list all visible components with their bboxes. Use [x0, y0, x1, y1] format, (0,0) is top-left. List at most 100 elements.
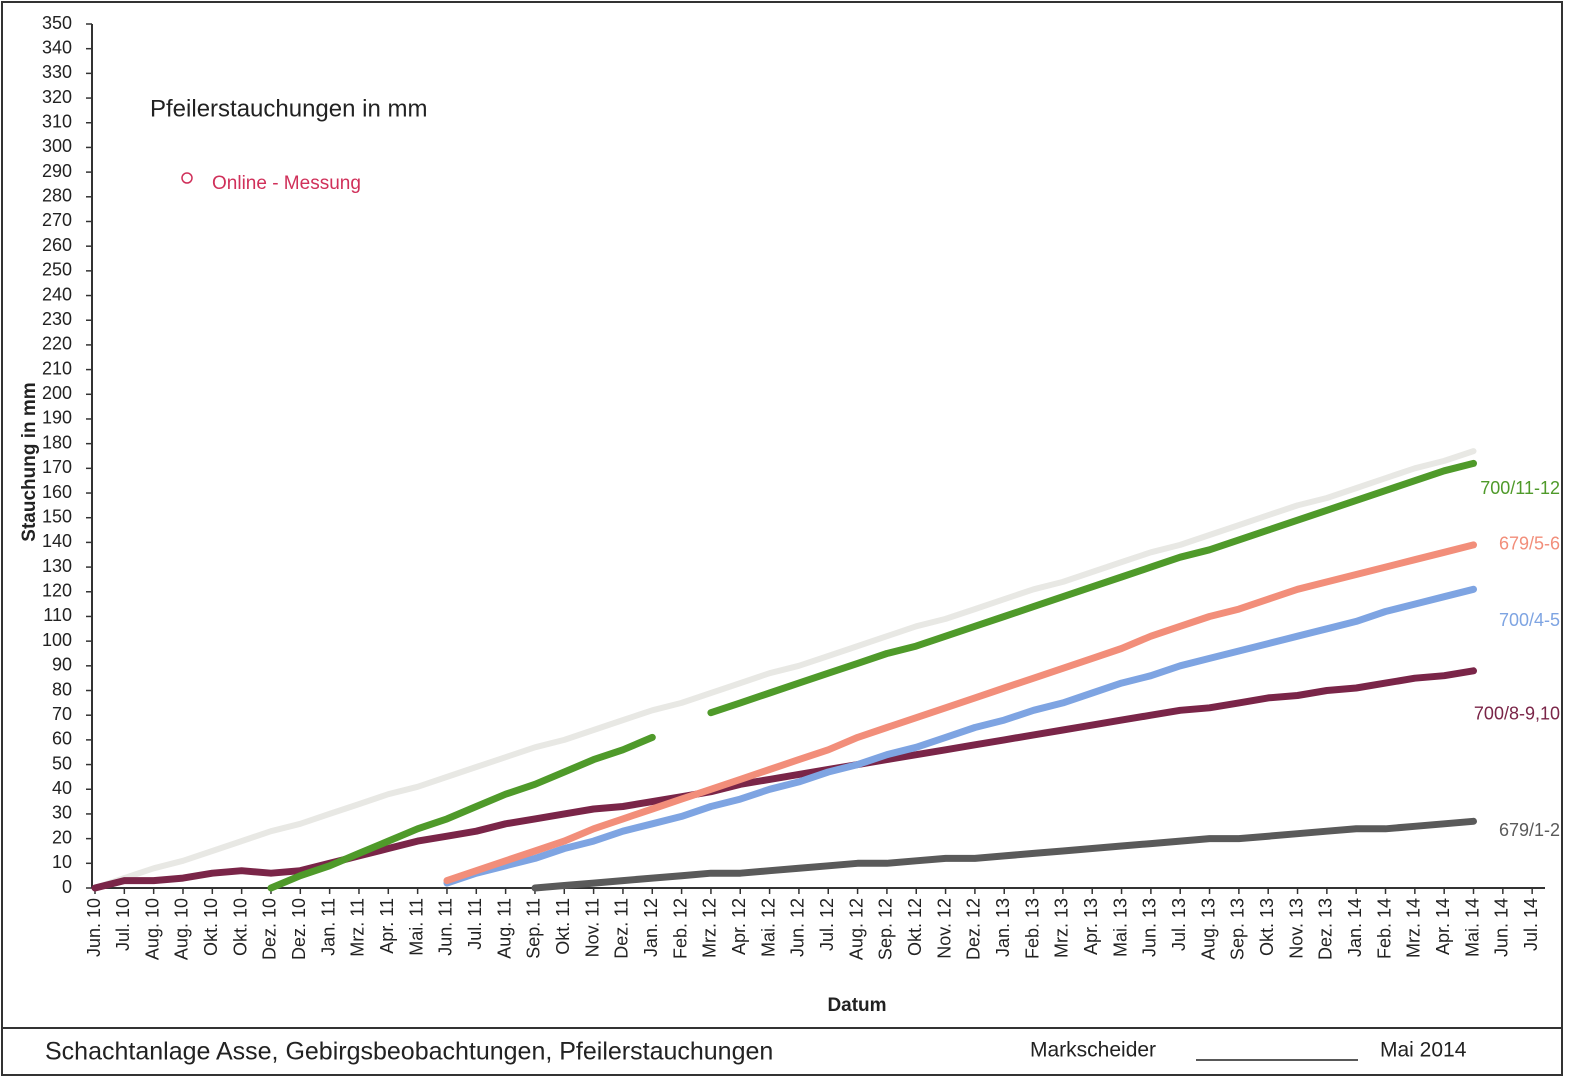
y-tick-label: 260 [42, 235, 72, 255]
y-tick-label: 200 [42, 383, 72, 403]
y-tick-label: 210 [42, 358, 72, 378]
x-tick-label: Nov. 12 [934, 898, 954, 959]
series-line [443, 541, 1477, 885]
x-tick-label: Aug. 10 [142, 898, 162, 960]
x-tick-label: Aug. 10 [172, 898, 192, 960]
y-tick-label: 50 [52, 753, 72, 773]
series-line [92, 448, 1477, 891]
x-tick-label: Jun. 13 [1140, 898, 1160, 957]
y-tick-label: 330 [42, 62, 72, 82]
x-tick-label: Okt. 10 [201, 898, 221, 956]
x-tick-label: Feb. 13 [1022, 898, 1042, 959]
y-tick-label: 0 [62, 877, 72, 897]
series-label: 679/1-2 [1499, 820, 1560, 840]
x-tick-label: Mrz. 12 [700, 898, 720, 958]
y-tick-label: 150 [42, 506, 72, 526]
x-tick-label: Jun. 10 [84, 898, 104, 957]
y-tick-label: 90 [52, 655, 72, 675]
y-tick-label: 190 [42, 408, 72, 428]
y-tick-label: 340 [42, 37, 72, 57]
x-tick-label: Jan. 12 [641, 898, 661, 957]
series-label: 700/4-5 [1499, 610, 1560, 630]
legend-marker [181, 172, 193, 184]
x-tick-label: Aug. 11 [494, 898, 514, 959]
x-tick-label: Feb. 12 [670, 898, 690, 959]
series-line [91, 667, 1477, 892]
x-tick-label: Mai. 14 [1462, 898, 1482, 957]
x-tick-label: Apr. 11 [377, 898, 397, 954]
legend-label: Online - Messung [212, 173, 361, 194]
y-tick-label: 230 [42, 309, 72, 329]
x-tick-label: Aug. 12 [846, 898, 866, 960]
x-tick-label: Apr. 12 [729, 898, 749, 955]
x-tick-label: Aug. 13 [1198, 898, 1218, 960]
series-line [267, 459, 1477, 892]
x-tick-label: Jun. 11 [436, 898, 456, 956]
x-tick-label: Nov. 11 [582, 898, 602, 957]
y-tick-label: 240 [42, 284, 72, 304]
x-tick-label: Mai. 11 [406, 898, 426, 956]
x-tick-label: Mrz. 11 [348, 898, 368, 957]
y-tick-label: 310 [42, 111, 72, 131]
y-tick-label: 180 [42, 432, 72, 452]
x-tick-label: Dez. 11 [612, 898, 632, 959]
x-tick-label: Okt. 13 [1257, 898, 1277, 956]
y-tick-label: 70 [52, 704, 72, 724]
series-label: 679/5-6 [1499, 534, 1560, 554]
x-tick-label: Nov. 13 [1286, 898, 1306, 959]
y-tick-label: 20 [52, 827, 72, 847]
series-line [443, 585, 1477, 887]
x-tick-label: Okt. 12 [905, 898, 925, 956]
x-tick-label: Mrz. 13 [1052, 898, 1072, 958]
x-tick-label: Dez. 10 [260, 898, 280, 960]
x-tick-label: Jan. 11 [318, 898, 338, 956]
y-tick-label: 270 [42, 210, 72, 230]
x-tick-label: Okt. 11 [553, 898, 573, 955]
series-label: 700/11-12 [1480, 478, 1560, 498]
x-tick-label: Mrz. 14 [1404, 898, 1424, 958]
x-tick-label: Okt. 10 [230, 898, 250, 956]
footer-signer: Markscheider [1030, 1039, 1156, 1062]
y-tick-label: 130 [42, 556, 72, 576]
x-tick-label: Jan. 14 [1345, 898, 1365, 957]
x-tick-label: Jun. 14 [1492, 898, 1512, 957]
y-tick-label: 80 [52, 679, 72, 699]
y-tick-label: 300 [42, 136, 72, 156]
x-tick-label: Apr. 13 [1081, 898, 1101, 955]
y-tick-label: 320 [42, 87, 72, 107]
y-tick-label: 280 [42, 186, 72, 206]
y-axis-label: Stauchung in mm [19, 382, 40, 541]
y-tick-label: 170 [42, 457, 72, 477]
x-tick-label: Mai. 13 [1110, 898, 1130, 957]
y-tick-label: 250 [42, 260, 72, 280]
x-tick-label: Dez. 10 [289, 898, 309, 960]
y-tick-label: 110 [43, 605, 72, 625]
y-tick-label: 120 [42, 581, 72, 601]
x-tick-label: Apr. 14 [1433, 898, 1453, 955]
x-tick-label: Feb. 14 [1374, 898, 1394, 959]
series-line [531, 817, 1477, 892]
x-tick-label: Jul. 14 [1521, 898, 1541, 951]
x-tick-label: Sep. 13 [1228, 898, 1248, 960]
x-tick-label: Dez. 12 [964, 898, 984, 960]
x-tick-label: Jul. 13 [1169, 898, 1189, 951]
chart-title: Pfeilerstauchungen in mm [150, 95, 427, 122]
y-tick-label: 290 [42, 161, 72, 181]
y-tick-label: 30 [52, 803, 72, 823]
x-tick-label: Jul. 11 [465, 898, 485, 950]
x-tick-label: Mai. 12 [758, 898, 778, 957]
y-tick-label: 40 [52, 778, 72, 798]
y-tick-label: 160 [42, 482, 72, 502]
x-tick-label: Jul. 10 [113, 898, 133, 951]
y-tick-label: 140 [42, 531, 72, 551]
x-tick-label: Jan. 13 [993, 898, 1013, 957]
frame [1, 1, 1563, 1076]
y-tick-label: 60 [52, 729, 72, 749]
x-tick-label: Sep. 11 [524, 898, 544, 959]
x-axis-label: Datum [827, 995, 886, 1016]
series-label: 700/8-9,10 [1474, 704, 1560, 724]
x-tick-label: Sep. 12 [876, 898, 896, 960]
x-tick-label: Jul. 12 [817, 898, 837, 951]
footer-title: Schachtanlage Asse, Gebirgsbeobachtungen… [45, 1038, 773, 1066]
